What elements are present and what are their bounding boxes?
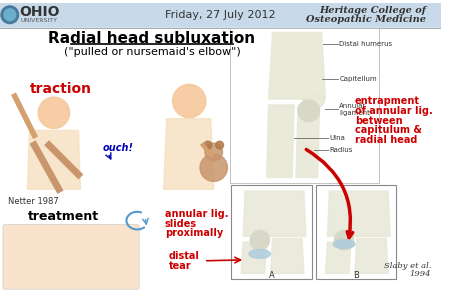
Text: annular lig.: annular lig. — [165, 209, 228, 219]
Text: Friday, 27 July 2012: Friday, 27 July 2012 — [165, 10, 276, 20]
Circle shape — [205, 143, 223, 161]
Text: tear: tear — [169, 261, 191, 271]
Text: traction: traction — [29, 82, 91, 96]
Text: Ulna: Ulna — [329, 135, 345, 141]
Bar — [231, 185, 312, 279]
Polygon shape — [269, 32, 325, 99]
Text: capitulum &: capitulum & — [355, 125, 422, 135]
Text: B: B — [353, 271, 359, 280]
Circle shape — [4, 9, 16, 21]
Ellipse shape — [303, 94, 324, 108]
Ellipse shape — [249, 250, 270, 258]
Text: Netter 1987: Netter 1987 — [8, 197, 58, 206]
Circle shape — [204, 141, 212, 149]
Ellipse shape — [333, 240, 355, 249]
Polygon shape — [328, 191, 390, 236]
Circle shape — [1, 6, 18, 24]
Text: proximally: proximally — [165, 228, 223, 239]
Circle shape — [172, 84, 206, 118]
Text: ligament: ligament — [339, 110, 370, 116]
Bar — [315, 185, 396, 279]
Text: Radial head subluxation: Radial head subluxation — [49, 31, 256, 46]
Polygon shape — [243, 191, 306, 236]
Text: Annular: Annular — [339, 103, 367, 109]
Text: OHIO: OHIO — [19, 5, 59, 19]
Circle shape — [250, 230, 270, 250]
Polygon shape — [164, 119, 214, 189]
Text: Osteopathic Medicine: Osteopathic Medicine — [306, 15, 427, 24]
Text: radial head: radial head — [355, 135, 417, 145]
Text: ouch!: ouch! — [103, 143, 134, 153]
Polygon shape — [355, 238, 388, 274]
Circle shape — [216, 141, 224, 149]
FancyBboxPatch shape — [3, 224, 139, 289]
Text: Slaby et al.: Slaby et al. — [384, 262, 432, 270]
Text: of annular lig.: of annular lig. — [355, 106, 432, 116]
Text: distal: distal — [169, 251, 199, 261]
Circle shape — [38, 97, 70, 128]
Polygon shape — [270, 238, 304, 274]
Text: Capitellum: Capitellum — [339, 76, 377, 82]
Text: between: between — [355, 116, 402, 126]
Circle shape — [334, 230, 354, 250]
Circle shape — [200, 154, 227, 182]
Polygon shape — [296, 105, 320, 178]
Text: Distal humerus: Distal humerus — [339, 41, 392, 47]
Text: ("pulled or nursemaid's elbow"): ("pulled or nursemaid's elbow") — [63, 47, 240, 57]
Text: treatment: treatment — [28, 210, 99, 223]
Polygon shape — [27, 130, 81, 189]
Polygon shape — [267, 105, 294, 178]
Bar — [230, 28, 379, 183]
Text: 1994: 1994 — [410, 270, 432, 278]
Text: UNIVERSITY: UNIVERSITY — [21, 18, 58, 23]
Circle shape — [298, 100, 320, 122]
Text: A: A — [269, 271, 274, 280]
Polygon shape — [241, 242, 267, 274]
Bar — [0, 3, 441, 28]
Polygon shape — [325, 242, 351, 274]
Text: Heritage College of: Heritage College of — [320, 6, 427, 15]
Text: entrapment: entrapment — [355, 96, 420, 106]
Text: slides: slides — [165, 219, 197, 229]
Text: Radius: Radius — [329, 147, 353, 153]
